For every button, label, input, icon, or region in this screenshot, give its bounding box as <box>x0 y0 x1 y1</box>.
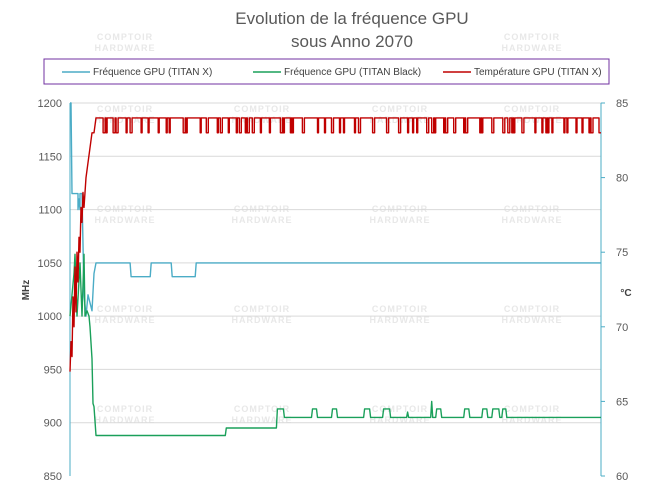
watermark-text: COMPTOIR <box>234 204 290 214</box>
watermark-text: HARDWARE <box>232 415 293 425</box>
y-tick-label: 1150 <box>38 151 62 163</box>
series-line-0 <box>70 102 601 317</box>
y2-tick-label: 60 <box>616 471 628 483</box>
watermark-text: COMPTOIR <box>97 204 153 214</box>
y2-tick-label: 70 <box>616 322 628 334</box>
watermark-text: HARDWARE <box>370 115 431 125</box>
y-tick-label: 850 <box>44 471 62 483</box>
axes: 850 900 950 1000 1050 1100 1150 1200 60 65 70 75 80 8… <box>38 98 629 483</box>
watermark-text: COMPTOIR <box>97 404 153 414</box>
y2-axis-label: °C <box>620 288 631 299</box>
y2-tick-label: 65 <box>616 396 628 408</box>
watermark-text: HARDWARE <box>232 315 293 325</box>
legend-frame <box>43 58 610 85</box>
y-tick-label: 900 <box>44 418 62 430</box>
watermark-text: COMPTOIR <box>97 32 153 42</box>
legend-label: Température GPU (TITAN X) <box>474 67 602 78</box>
watermark-text: HARDWARE <box>370 215 431 225</box>
watermark-text: HARDWARE <box>370 415 431 425</box>
chart-title: Evolution de la fréquence GPU <box>235 9 468 28</box>
watermark-text: COMPTOIR <box>234 304 290 314</box>
watermark-text: HARDWARE <box>502 115 563 125</box>
watermark-text: HARDWARE <box>502 415 563 425</box>
y-tick-label: 1200 <box>38 98 62 110</box>
watermark-text: COMPTOIR <box>504 304 560 314</box>
y2-tick-label: 80 <box>616 173 628 185</box>
legend-label: Fréquence GPU (TITAN X) <box>93 67 212 78</box>
watermark-layer: COMPTOIRHARDWARECOMPTOIRHARDWARECOMPTOIR… <box>95 32 563 425</box>
watermark-text: COMPTOIR <box>372 204 428 214</box>
y2-tick-label: 75 <box>616 247 628 259</box>
watermark-text: COMPTOIR <box>234 104 290 114</box>
watermark-text: COMPTOIR <box>504 32 560 42</box>
series-line-2 <box>69 117 601 372</box>
watermark-text: COMPTOIR <box>504 404 560 414</box>
watermark-text: COMPTOIR <box>504 204 560 214</box>
watermark-text: HARDWARE <box>95 215 156 225</box>
watermark-text: COMPTOIR <box>234 404 290 414</box>
y-tick-label: 1050 <box>38 258 62 270</box>
watermark-text: COMPTOIR <box>372 104 428 114</box>
watermark-text: HARDWARE <box>502 43 563 53</box>
watermark-text: HARDWARE <box>502 315 563 325</box>
legend: Fréquence GPU (TITAN X) Fréquence GPU (TI… <box>43 58 610 85</box>
watermark-text: COMPTOIR <box>372 304 428 314</box>
watermark-text: COMPTOIR <box>372 404 428 414</box>
y2-tick-label: 85 <box>616 98 628 110</box>
chart-subtitle: sous Anno 2070 <box>291 32 413 51</box>
watermark-text: HARDWARE <box>502 215 563 225</box>
series-line-1 <box>69 253 601 437</box>
watermark-text: HARDWARE <box>95 43 156 53</box>
watermark-text: COMPTOIR <box>97 104 153 114</box>
watermark-text: COMPTOIR <box>97 304 153 314</box>
y-tick-label: 1000 <box>38 311 62 323</box>
watermark-text: HARDWARE <box>232 215 293 225</box>
watermark-text: HARDWARE <box>95 415 156 425</box>
y-axis-label: MHz <box>21 280 32 301</box>
series-layer <box>69 102 601 437</box>
watermark-text: COMPTOIR <box>504 104 560 114</box>
legend-label: Fréquence GPU (TITAN Black) <box>284 67 421 78</box>
watermark-text: HARDWARE <box>370 315 431 325</box>
y-tick-label: 1100 <box>38 205 62 217</box>
watermark-text: HARDWARE <box>95 315 156 325</box>
watermark-text: HARDWARE <box>95 115 156 125</box>
y-tick-label: 950 <box>44 364 62 376</box>
